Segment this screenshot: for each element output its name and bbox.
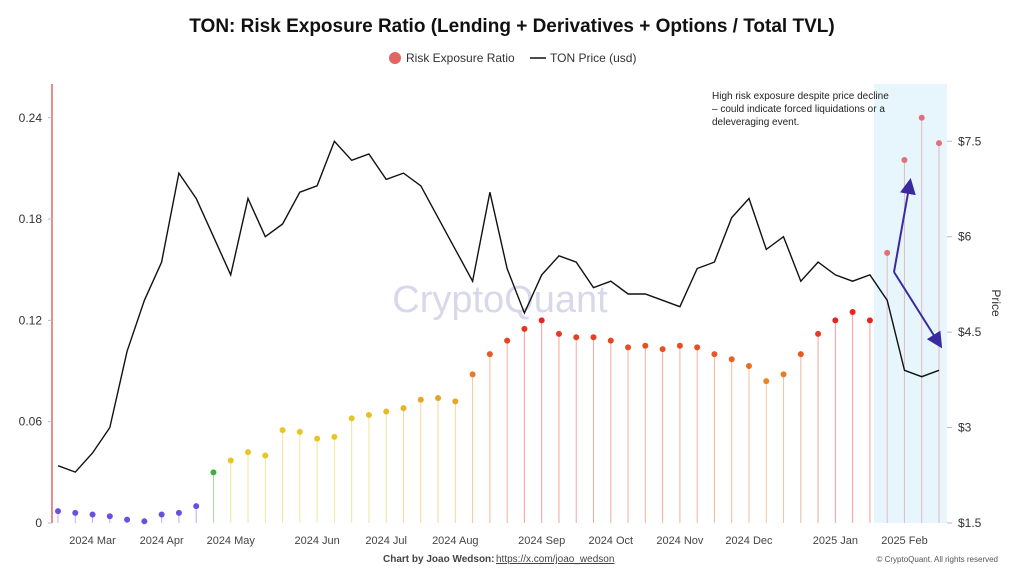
ratio-point	[400, 405, 407, 412]
ratio-point	[89, 511, 96, 518]
legend-label: Risk Exposure Ratio	[406, 51, 515, 65]
ratio-point	[538, 317, 545, 324]
ratio-point	[279, 427, 286, 434]
y2-tick-label: $3	[958, 421, 972, 435]
ratio-point	[314, 435, 321, 442]
ratio-point	[607, 337, 614, 344]
x-tick-label: 2024 Oct	[588, 535, 633, 547]
x-tick-label: 2024 Jun	[294, 535, 339, 547]
watermark: CryptoQuant	[392, 279, 608, 321]
ratio-point	[296, 428, 303, 435]
ratio-point	[901, 156, 908, 163]
ratio-point	[573, 334, 580, 341]
ratio-point	[55, 508, 61, 515]
highlight-region	[874, 84, 947, 523]
price-line	[57, 139, 940, 473]
y-tick-label: 0.12	[19, 313, 43, 327]
ratio-point	[227, 457, 234, 464]
ratio-point	[728, 356, 735, 363]
ratio-point	[452, 398, 459, 405]
y2-tick-label: $1.5	[958, 516, 982, 530]
ratio-point	[504, 337, 511, 344]
ratio-point	[175, 509, 182, 516]
y2-tick-label: $4.5	[958, 325, 982, 339]
ratio-point	[676, 342, 683, 349]
ratio-point	[780, 371, 787, 378]
ratio-point	[797, 351, 804, 358]
ratio-point	[486, 351, 493, 358]
ratio-point	[106, 513, 113, 520]
ratio-point	[918, 114, 925, 121]
ratio-point	[832, 317, 839, 324]
ratio-point	[625, 344, 632, 351]
y-tick-label: 0.24	[19, 111, 43, 125]
x-tick-label: 2024 Jul	[365, 535, 407, 547]
y2-tick-label: $6	[958, 230, 972, 244]
arrow	[893, 271, 943, 349]
ratio-point	[763, 378, 770, 385]
arrow	[893, 178, 916, 273]
ratio-point	[245, 449, 252, 456]
copyright: © CryptoQuant. All rights reserved	[877, 555, 999, 564]
y-tick-label: 0	[35, 516, 42, 530]
x-tick-label: 2024 Mar	[69, 535, 116, 547]
ratio-point	[555, 330, 562, 337]
ratio-point	[141, 518, 148, 525]
legend-label: TON Price (usd)	[550, 51, 636, 65]
ratio-point	[642, 342, 649, 349]
ratio-point	[158, 511, 165, 518]
ratio-point	[936, 140, 942, 147]
annotation: High risk exposure despite price decline…	[712, 91, 889, 128]
x-tick-label: 2024 Nov	[656, 535, 704, 547]
ratio-point	[124, 516, 131, 523]
ratio-point	[331, 433, 338, 440]
x-tick-label: 2024 Sep	[518, 535, 565, 547]
ratio-point	[659, 346, 666, 353]
ratio-point	[884, 249, 891, 256]
ratio-point	[521, 325, 528, 332]
ratio-point	[469, 371, 476, 378]
ratio-point	[72, 509, 79, 516]
y2-axis-label: Price	[989, 289, 1003, 317]
ratio-point	[711, 351, 718, 358]
y-tick-label: 0.18	[19, 212, 43, 226]
ratio-point	[365, 411, 372, 418]
x-tick-label: 2025 Feb	[881, 535, 927, 547]
ratio-point	[262, 452, 269, 459]
ratio-point	[866, 317, 873, 324]
x-tick-label: 2024 Aug	[432, 535, 479, 547]
ratio-point	[694, 344, 701, 351]
ratio-point	[193, 503, 200, 510]
y2-tick-label: $7.5	[958, 134, 982, 148]
credit: Chart by Joao Wedson:	[383, 554, 495, 565]
x-tick-label: 2025 Jan	[813, 535, 858, 547]
x-tick-label: 2024 May	[207, 535, 256, 547]
ratio-point	[435, 395, 442, 402]
ratio-point	[210, 469, 217, 476]
ratio-point	[417, 396, 424, 403]
ratio-point	[383, 408, 390, 415]
annotation-box: High risk exposure despite price decline…	[712, 91, 889, 128]
x-tick-label: 2024 Apr	[140, 535, 184, 547]
ratio-point	[849, 308, 856, 315]
y-tick-label: 0.06	[19, 415, 43, 429]
ratio-point	[815, 330, 822, 337]
chart-title: TON: Risk Exposure Ratio (Lending + Deri…	[189, 16, 834, 37]
x-tick-label: 2024 Dec	[725, 535, 773, 547]
ratio-point	[348, 415, 355, 422]
credit-link[interactable]: https://x.com/joao_wedson	[496, 554, 614, 565]
legend-swatch	[389, 52, 401, 64]
ratio-point	[745, 362, 752, 369]
ratio-point	[590, 334, 597, 341]
